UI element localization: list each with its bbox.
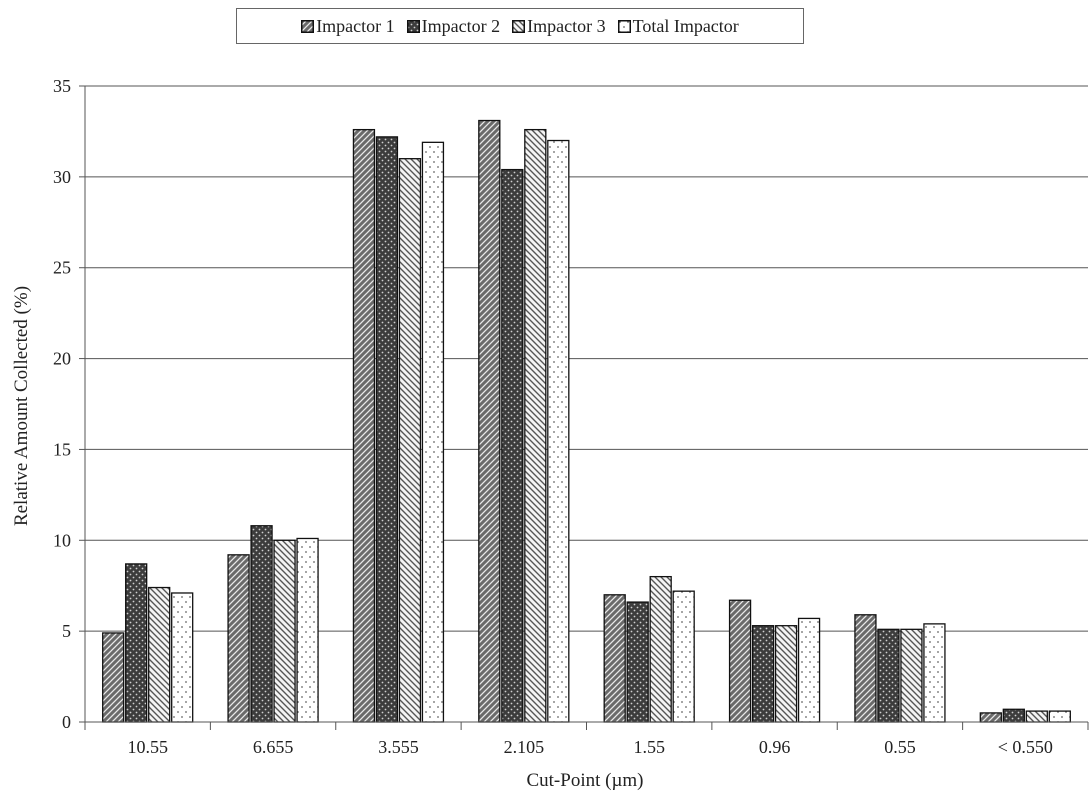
legend-item: Impactor 1 xyxy=(301,15,395,37)
legend-swatch xyxy=(617,19,631,33)
bar-total-impactor xyxy=(797,617,821,723)
y-tick-label: 35 xyxy=(53,76,71,96)
axes: 0 5 10 15 20 25 30 35 10.55 6.655 3.555 2.105 1.55 0.… xyxy=(53,76,1089,757)
y-tick-label: 30 xyxy=(53,167,71,187)
legend-swatch xyxy=(512,19,526,33)
bar-impactor-1 xyxy=(227,554,250,723)
bar-impactor-3 xyxy=(900,628,923,723)
bar-impactor-3 xyxy=(1025,710,1048,723)
x-tick-label: 2.105 xyxy=(504,737,545,757)
bar-impactor-3 xyxy=(774,625,798,723)
x-tick-label: < 0.550 xyxy=(998,737,1053,757)
bar-impactor-1 xyxy=(603,594,626,723)
y-tick-label: 15 xyxy=(53,439,71,459)
legend-swatch xyxy=(406,19,420,33)
bar-total-impactor xyxy=(1048,710,1071,723)
bars xyxy=(102,119,1071,723)
bar-impactor-1 xyxy=(102,632,125,723)
bar-impactor-3 xyxy=(649,575,672,723)
bar-total-impactor xyxy=(421,141,445,723)
legend-label: Impactor 3 xyxy=(527,15,606,36)
bar-impactor-2 xyxy=(501,168,524,723)
legend-item: Impactor 2 xyxy=(406,15,501,37)
x-tick-label: 0.96 xyxy=(759,737,791,757)
legend-label: Impactor 2 xyxy=(421,15,501,36)
bar-impactor-1 xyxy=(728,599,752,723)
x-tick-label: 3.555 xyxy=(378,737,419,757)
bar-impactor-1 xyxy=(352,128,376,723)
bar-impactor-1 xyxy=(979,712,1002,723)
y-axis-title: Relative Amount Collected (%) xyxy=(11,286,32,526)
bar-impactor-3 xyxy=(398,158,422,723)
bar-impactor-3 xyxy=(524,128,547,723)
bar-impactor-2 xyxy=(1002,708,1025,723)
bar-impactor-2 xyxy=(125,563,148,723)
bar-impactor-3 xyxy=(148,586,171,723)
y-tick-label: 10 xyxy=(53,530,71,550)
x-tick-label: 10.55 xyxy=(127,737,168,757)
bar-impactor-2 xyxy=(375,136,399,723)
bar-impactor-2 xyxy=(751,625,775,723)
bar-impactor-1 xyxy=(854,614,877,723)
bar-total-impactor xyxy=(672,590,695,723)
bar-total-impactor xyxy=(171,592,194,723)
bar-total-impactor xyxy=(296,537,319,723)
bar-impactor-2 xyxy=(626,601,649,723)
bar-impactor-2 xyxy=(877,628,900,723)
chart-legend: Impactor 1 Impactor 2 Impactor 3 Total Impa… xyxy=(236,8,804,44)
x-tick-label: 0.55 xyxy=(884,737,916,757)
y-tick-label: 20 xyxy=(53,349,71,369)
grid-lines xyxy=(85,85,1088,632)
legend-item: Impactor 3 xyxy=(512,15,606,37)
bar-impactor-1 xyxy=(478,119,501,723)
x-tick-label: 1.55 xyxy=(633,737,665,757)
bar-impactor-3 xyxy=(273,539,296,723)
y-tick-label: 25 xyxy=(53,258,71,278)
y-tick-label: 0 xyxy=(62,712,71,732)
legend-label: Total Impactor xyxy=(632,15,739,36)
x-axis-title: Cut-Point (µm) xyxy=(526,770,643,791)
bar-impactor-2 xyxy=(250,525,273,723)
bar-total-impactor xyxy=(923,623,946,723)
legend-label: Impactor 1 xyxy=(316,15,395,36)
y-tick-label: 5 xyxy=(62,621,71,641)
bar-total-impactor xyxy=(547,139,570,723)
x-tick-label: 6.655 xyxy=(253,737,294,757)
legend-item: Total Impactor xyxy=(617,15,739,37)
legend-swatch xyxy=(301,19,315,33)
